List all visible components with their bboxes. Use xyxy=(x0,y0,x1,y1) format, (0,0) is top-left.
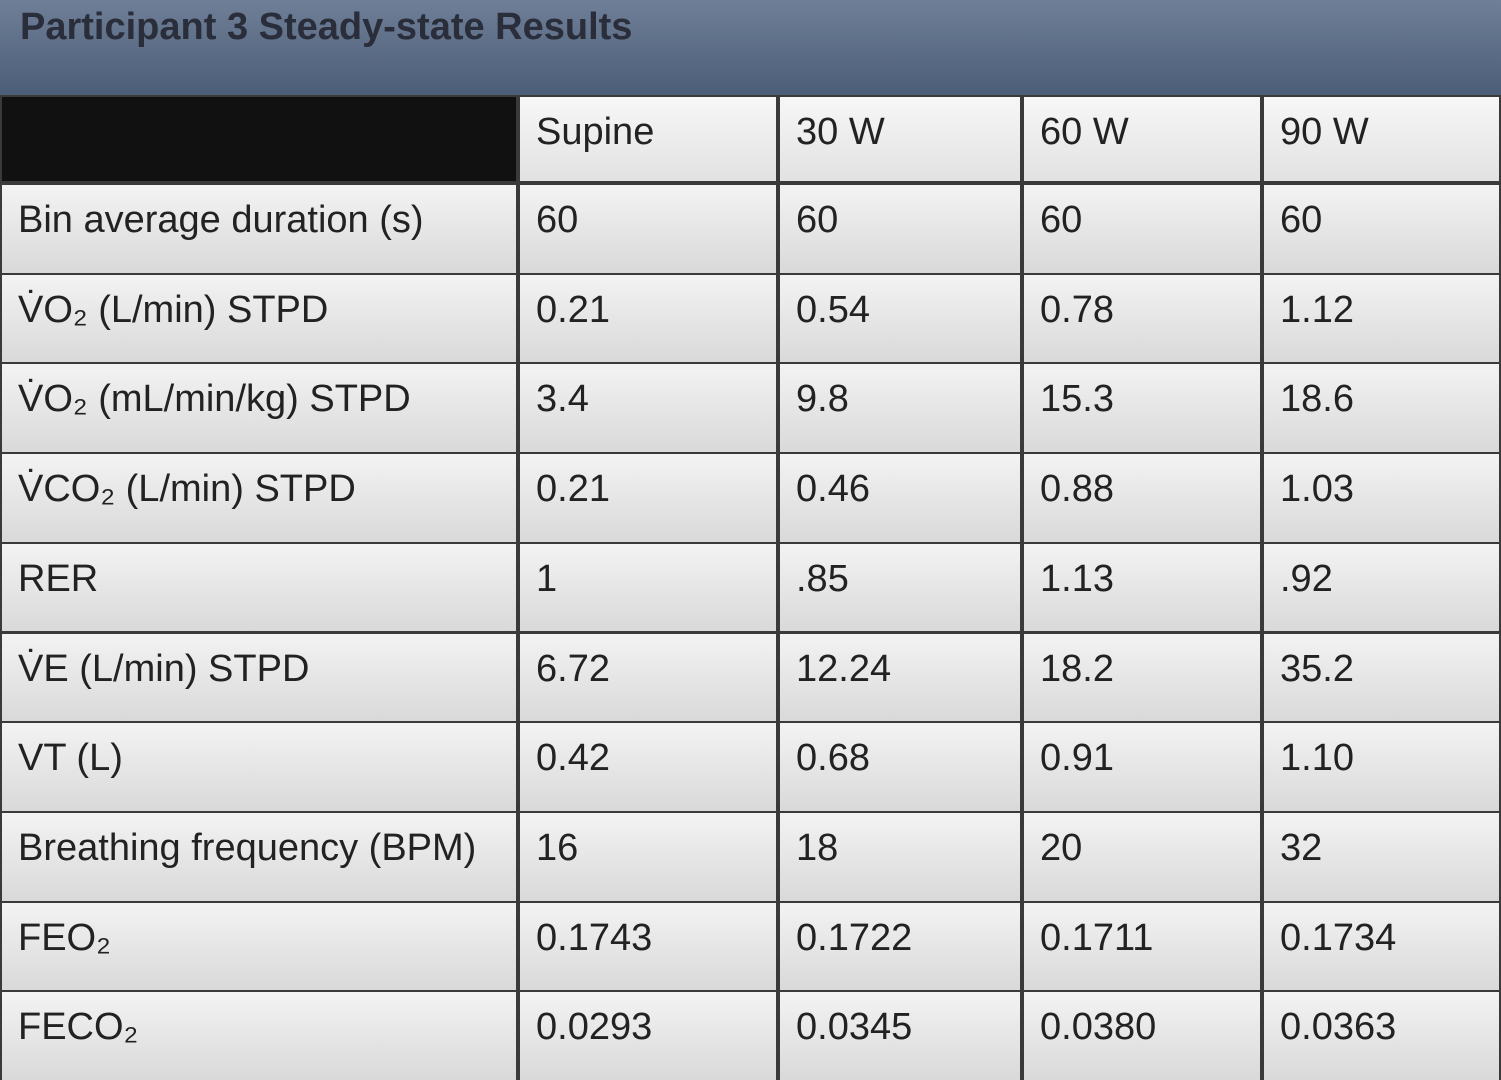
cell-value: 0.42 xyxy=(518,721,778,813)
cell-value: 0.68 xyxy=(778,721,1022,813)
cell-value: 60 xyxy=(778,183,1022,275)
cell-value: 32 xyxy=(1262,810,1501,903)
cell-value: 20 xyxy=(1022,810,1262,903)
cell-value: 15.3 xyxy=(1022,362,1262,455)
row-label: VT (L) xyxy=(0,721,518,813)
row-label: RER xyxy=(0,541,518,634)
cell-value: 1.03 xyxy=(1262,452,1501,544)
column-header: 60 W xyxy=(1022,95,1262,183)
cell-value: 1.12 xyxy=(1262,272,1501,365)
cell-value: 0.1722 xyxy=(778,900,1022,993)
cell-value: 3.4 xyxy=(518,362,778,455)
title: Participant 3 Steady-state Results xyxy=(20,6,633,48)
row-label: Breathing frequency (BPM) xyxy=(0,810,518,903)
cell-value: 0.54 xyxy=(778,272,1022,365)
cell-value: 0.1734 xyxy=(1262,900,1501,993)
cell-value: 1.13 xyxy=(1022,541,1262,634)
row-label: FEO₂ xyxy=(0,900,518,993)
cell-value: .92 xyxy=(1262,541,1501,634)
row-label: V̇O₂ (mL/min/kg) STPD xyxy=(0,362,518,455)
cell-value: 18.6 xyxy=(1262,362,1501,455)
column-header: 90 W xyxy=(1262,95,1501,183)
header-corner xyxy=(0,95,518,183)
cell-value: 0.88 xyxy=(1022,452,1262,544)
cell-value: 60 xyxy=(1022,183,1262,275)
cell-value: 60 xyxy=(518,183,778,275)
row-label: V̇E (L/min) STPD xyxy=(0,631,518,724)
cell-value: 0.91 xyxy=(1022,721,1262,813)
cell-value: 0.78 xyxy=(1022,272,1262,365)
cell-value: 60 xyxy=(1262,183,1501,275)
cell-value: 18.2 xyxy=(1022,631,1262,724)
cell-value: 1 xyxy=(518,541,778,634)
cell-value: .85 xyxy=(778,541,1022,634)
row-label: Bin average duration (s) xyxy=(0,183,518,275)
title-bar: Participant 3 Steady-state Results xyxy=(0,0,1501,95)
cell-value: 0.0363 xyxy=(1262,990,1501,1080)
cell-value: 12.24 xyxy=(778,631,1022,724)
cell-value: 0.0345 xyxy=(778,990,1022,1080)
cell-value: 0.1711 xyxy=(1022,900,1262,993)
cell-value: 35.2 xyxy=(1262,631,1501,724)
cell-value: 0.21 xyxy=(518,272,778,365)
cell-value: 1.10 xyxy=(1262,721,1501,813)
column-header: Supine xyxy=(518,95,778,183)
row-label: V̇CO₂ (L/min) STPD xyxy=(0,452,518,544)
cell-value: 0.21 xyxy=(518,452,778,544)
row-label: FECO₂ xyxy=(0,990,518,1080)
cell-value: 9.8 xyxy=(778,362,1022,455)
cell-value: 6.72 xyxy=(518,631,778,724)
cell-value: 0.46 xyxy=(778,452,1022,544)
cell-value: 0.1743 xyxy=(518,900,778,993)
cell-value: 18 xyxy=(778,810,1022,903)
cell-value: 0.0380 xyxy=(1022,990,1262,1080)
column-header: 30 W xyxy=(778,95,1022,183)
row-label: V̇O₂ (L/min) STPD xyxy=(0,272,518,365)
cell-value: 0.0293 xyxy=(518,990,778,1080)
cell-value: 16 xyxy=(518,810,778,903)
